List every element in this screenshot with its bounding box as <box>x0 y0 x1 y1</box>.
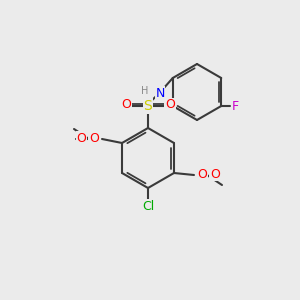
Text: H: H <box>142 86 149 96</box>
Text: Cl: Cl <box>142 200 154 212</box>
Text: N: N <box>155 87 165 100</box>
Text: O: O <box>76 131 86 145</box>
Text: methoxy: methoxy <box>87 138 93 139</box>
Text: methoxy: methoxy <box>67 138 73 140</box>
Text: S: S <box>144 99 152 113</box>
Text: O: O <box>89 133 99 146</box>
Text: O: O <box>165 98 175 111</box>
Text: O: O <box>210 167 220 181</box>
Text: O: O <box>197 169 207 182</box>
Text: methoxy: methoxy <box>64 136 88 142</box>
Text: O: O <box>121 98 131 111</box>
Text: F: F <box>232 100 239 112</box>
